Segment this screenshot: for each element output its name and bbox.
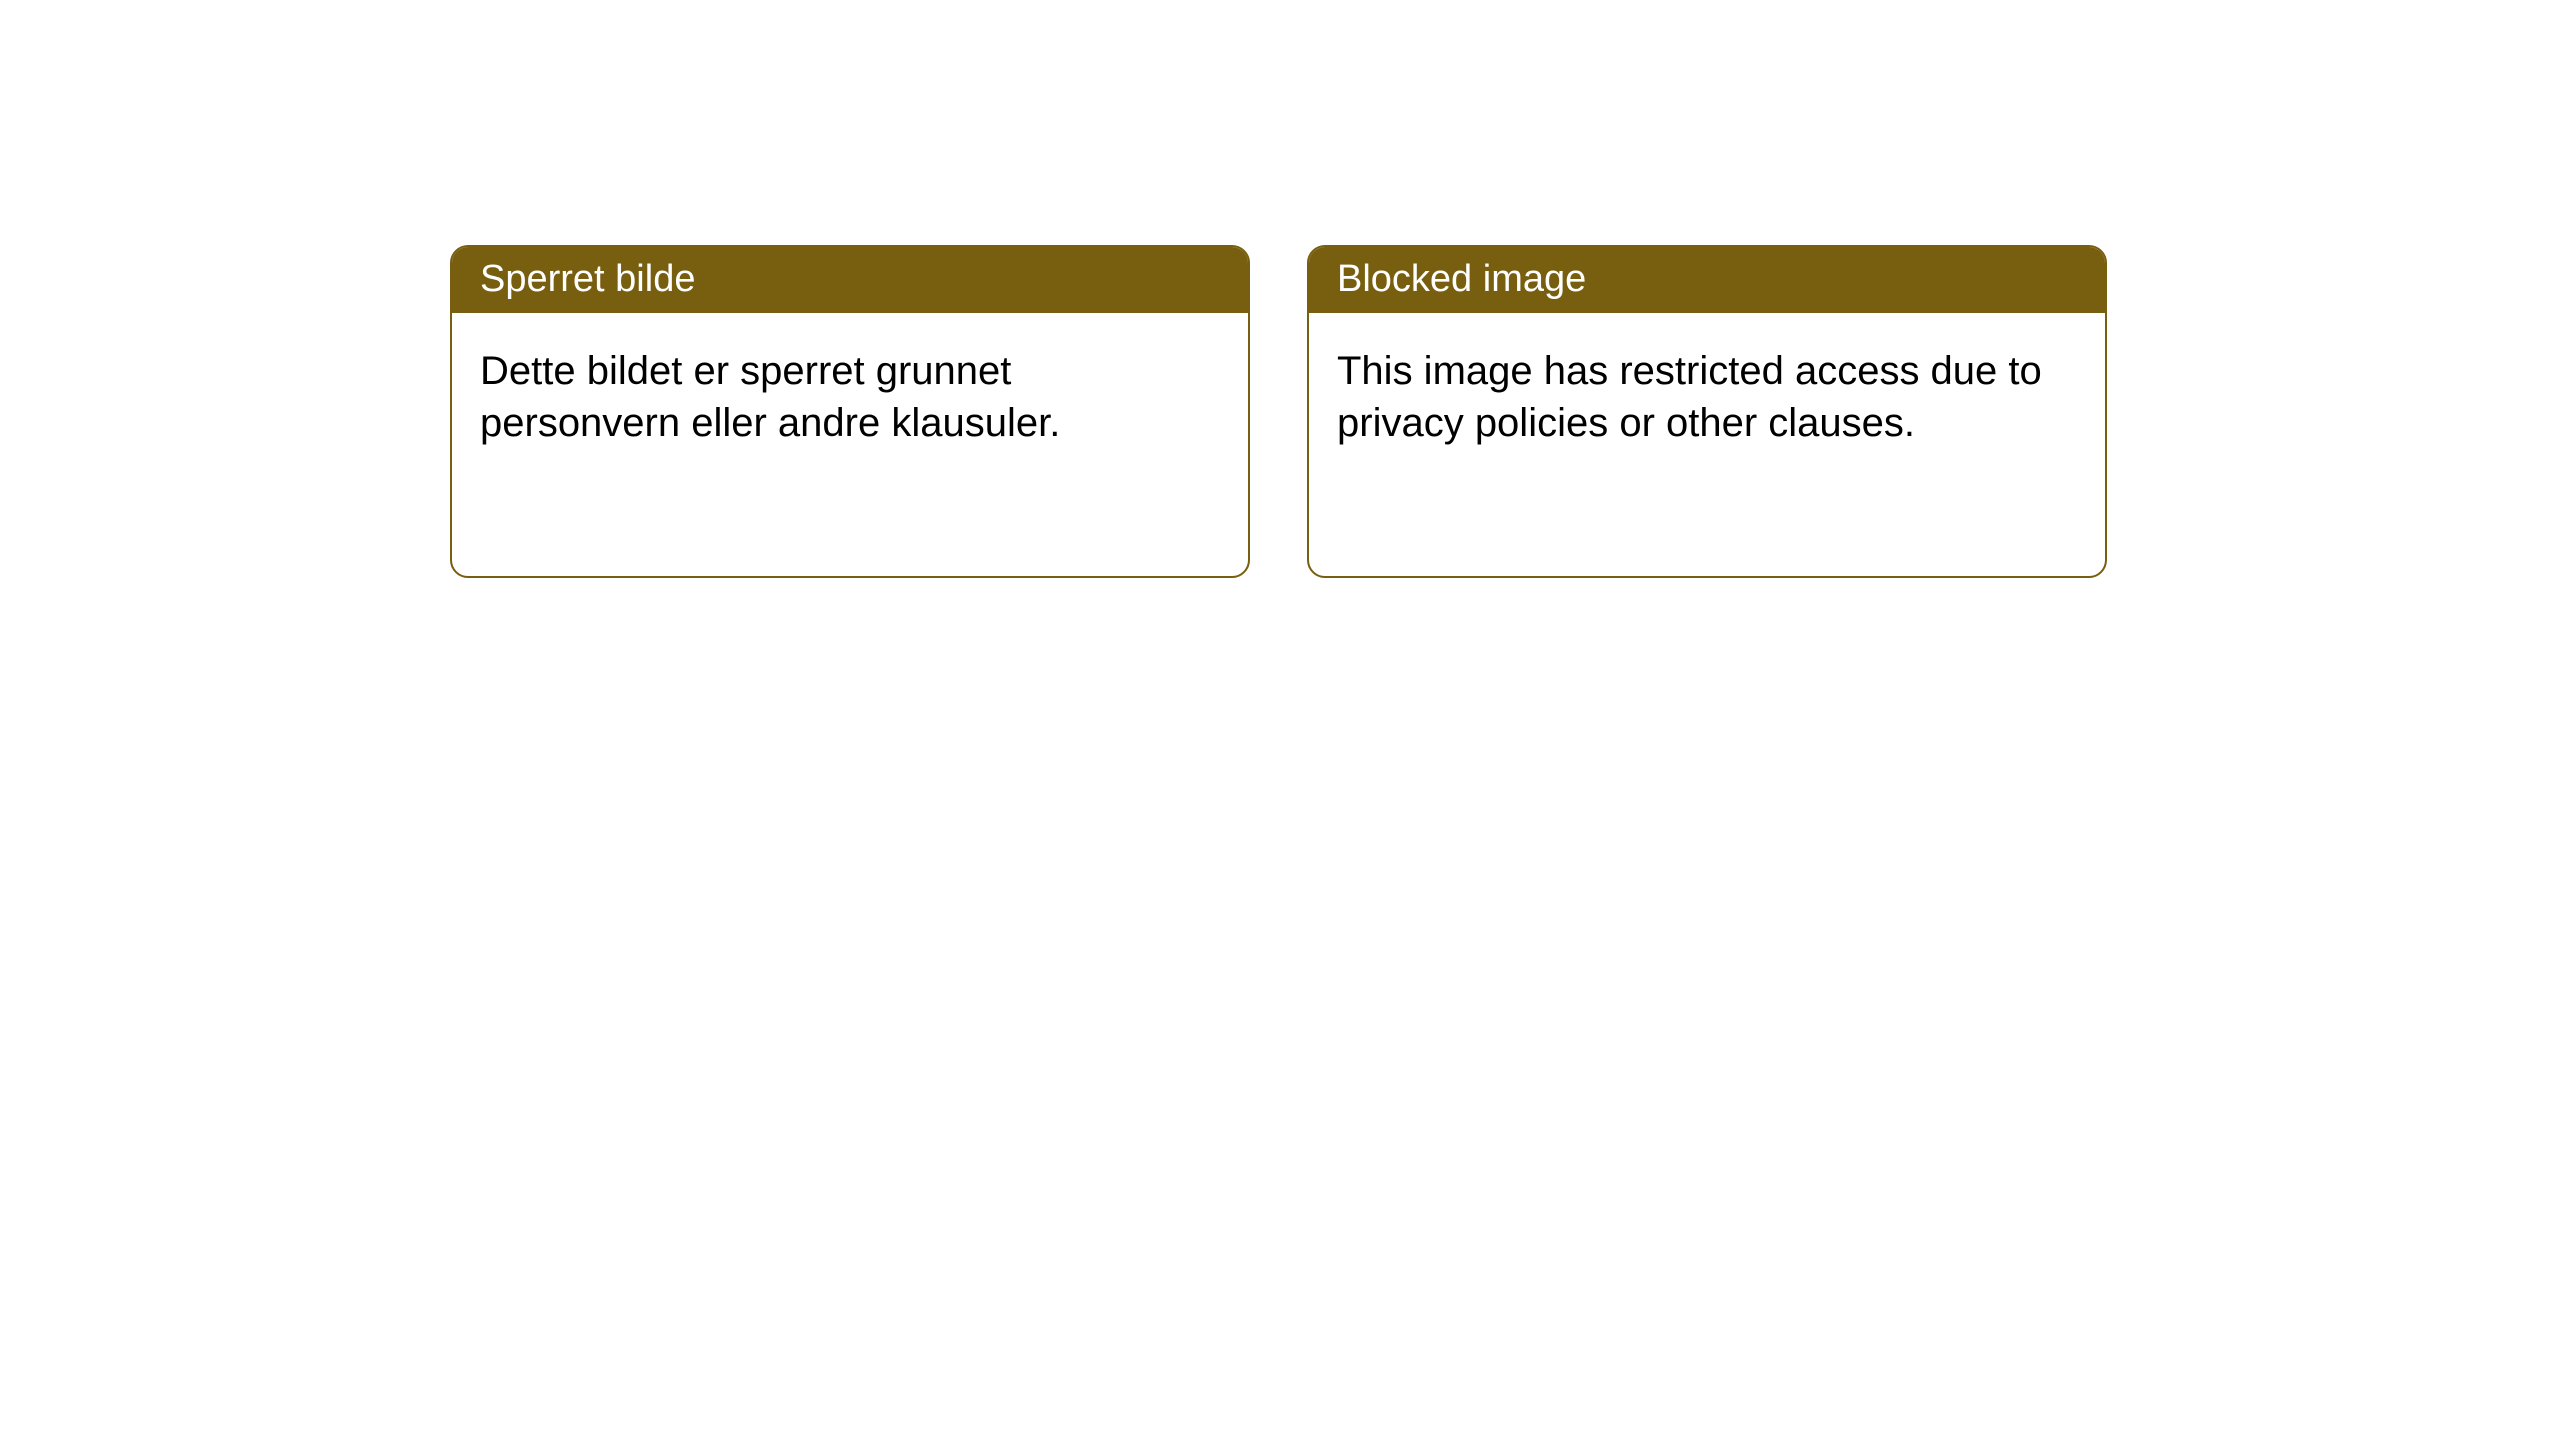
blocked-image-panels: Sperret bilde Dette bildet er sperret gr…	[450, 245, 2107, 578]
panel-body-norwegian: Dette bildet er sperret grunnet personve…	[452, 313, 1248, 481]
panel-title-english: Blocked image	[1309, 247, 2105, 313]
panel-norwegian: Sperret bilde Dette bildet er sperret gr…	[450, 245, 1250, 578]
panel-body-english: This image has restricted access due to …	[1309, 313, 2105, 481]
panel-english: Blocked image This image has restricted …	[1307, 245, 2107, 578]
panel-title-norwegian: Sperret bilde	[452, 247, 1248, 313]
